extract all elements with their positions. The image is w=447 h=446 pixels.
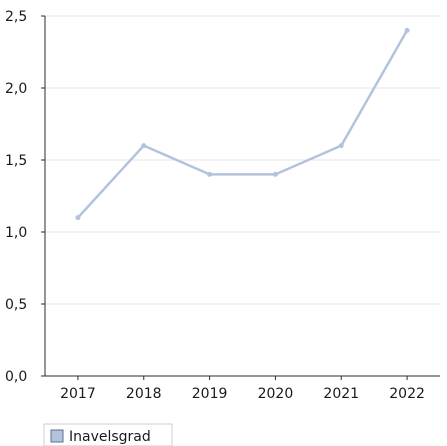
data-point xyxy=(141,143,147,149)
y-tick-label: 0,0 xyxy=(5,369,27,385)
y-tick-label: 2,0 xyxy=(5,81,27,97)
x-tick-label: 2018 xyxy=(126,386,162,402)
x-tick-labels: 2017 2018 2019 2020 2021 2022 xyxy=(60,376,425,402)
x-tick-label: 2022 xyxy=(389,386,425,402)
y-tick-label: 1,5 xyxy=(5,153,27,169)
data-point xyxy=(272,171,278,177)
x-tick-label: 2021 xyxy=(323,386,359,402)
legend: Inavelsgrad xyxy=(43,423,173,446)
x-tick-label: 2020 xyxy=(258,386,294,402)
y-tick-label: 2,5 xyxy=(5,9,27,25)
legend-box xyxy=(43,423,173,446)
grid-lines xyxy=(45,15,440,305)
data-point xyxy=(207,171,213,177)
series-inavelsgrad xyxy=(75,27,410,221)
axes xyxy=(44,16,440,377)
x-tick-label: 2017 xyxy=(60,386,96,402)
data-point xyxy=(404,27,410,33)
y-tick-label: 1,0 xyxy=(5,225,27,241)
legend-swatch xyxy=(50,429,64,443)
data-point xyxy=(338,143,344,149)
legend-label: Inavelsgrad xyxy=(69,429,151,445)
x-tick-label: 2019 xyxy=(192,386,228,402)
data-point xyxy=(75,215,81,221)
y-tick-label: 0,5 xyxy=(5,297,27,313)
y-tick-labels: 0,0 0,5 1,0 1,5 2,0 2,5 xyxy=(5,9,45,385)
series-line xyxy=(76,29,409,219)
